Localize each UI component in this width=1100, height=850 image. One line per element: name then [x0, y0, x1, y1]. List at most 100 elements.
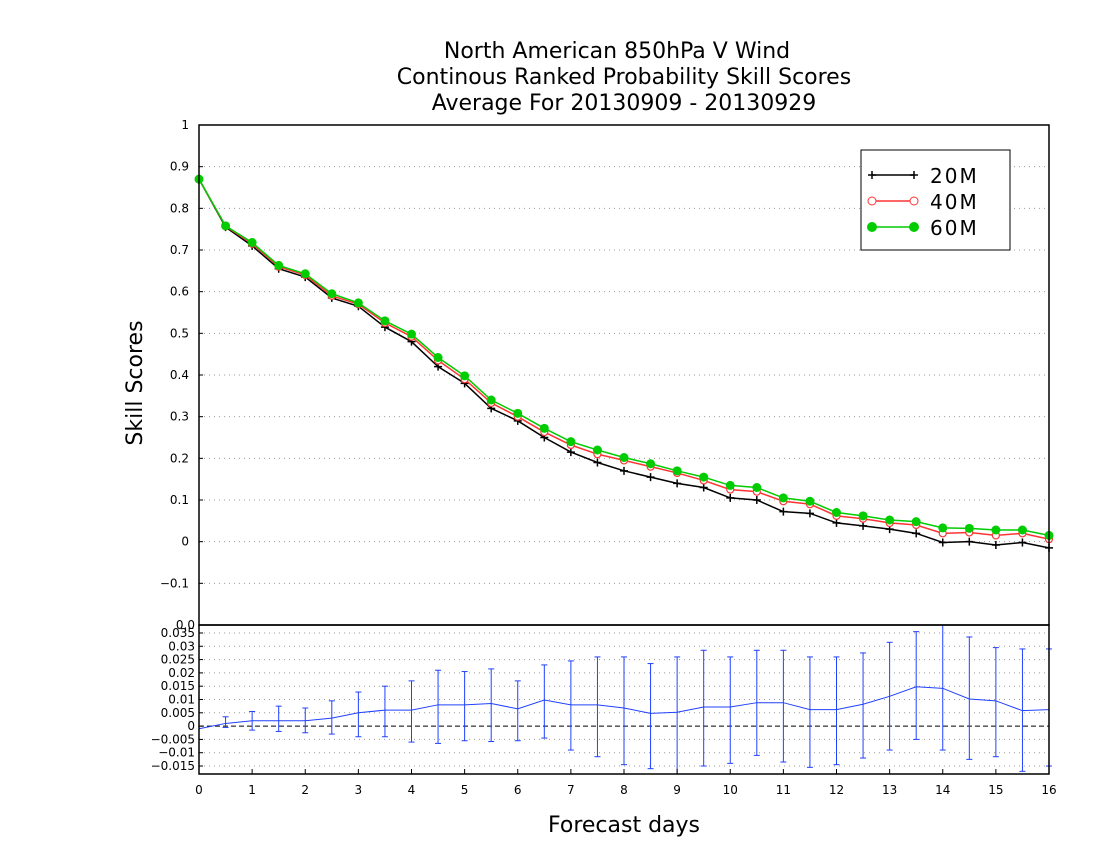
point-60M — [991, 525, 1001, 535]
x-tick-label: 9 — [673, 783, 681, 797]
point-60M — [539, 423, 549, 433]
diff-y-tick-label: −0.01 — [158, 746, 195, 760]
x-tick-label: 16 — [1041, 783, 1056, 797]
diff-y-tick-label: 0.0 — [176, 618, 195, 632]
point-20M — [938, 538, 947, 547]
point-60M — [805, 496, 815, 506]
point-20M — [566, 448, 575, 457]
point-60M — [646, 459, 656, 469]
main-y-tick-label: 0.4 — [170, 368, 189, 382]
point-20M — [965, 537, 974, 546]
chart-title-line-1: North American 850hPa V Wind — [444, 39, 790, 64]
point-60M — [353, 298, 363, 308]
x-tick-label: 3 — [355, 783, 363, 797]
legend-marker-40M — [909, 196, 919, 206]
x-tick-label: 15 — [988, 783, 1003, 797]
diff-y-tick-label: 0.02 — [168, 666, 195, 680]
main-y-tick-label: 0.8 — [170, 201, 189, 215]
x-tick-label: 8 — [620, 783, 628, 797]
point-60M — [1017, 525, 1027, 535]
main-y-tick-label: 0.5 — [170, 326, 189, 340]
diff-y-tick-label: 0.03 — [168, 639, 195, 653]
diff-y-tick-label: 0.035 — [161, 626, 195, 640]
point-60M — [327, 289, 337, 299]
legend-box — [860, 149, 1011, 251]
main-y-tick-label: 0.2 — [170, 451, 189, 465]
point-20M — [673, 479, 682, 488]
diff-y-tick-label: 0.005 — [161, 706, 195, 720]
point-20M — [832, 518, 841, 527]
x-tick-label: 7 — [567, 783, 575, 797]
x-tick-label: 0 — [195, 783, 203, 797]
point-20M — [805, 509, 814, 518]
point-20M — [726, 493, 735, 502]
legend-label-20M: 20M — [930, 164, 979, 188]
x-tick-label: 12 — [829, 783, 844, 797]
point-60M — [672, 466, 682, 476]
point-60M — [460, 371, 470, 381]
point-60M — [832, 508, 841, 517]
chart-title-line-3: Average For 20130909 - 20130929 — [432, 91, 817, 116]
point-60M — [407, 329, 416, 339]
x-tick-label: 10 — [723, 783, 738, 797]
main-y-tick-label: 0 — [181, 535, 189, 549]
point-60M — [300, 269, 310, 279]
legend-label-60M: 60M — [930, 216, 979, 240]
main-y-tick-label: 0.3 — [170, 410, 189, 424]
point-20M — [646, 473, 655, 482]
point-60M — [380, 316, 390, 326]
main-y-tick-label: −0.1 — [160, 576, 189, 590]
diff-y-tick-label: 0.01 — [168, 693, 195, 707]
point-60M — [911, 517, 921, 527]
legend-marker-60M — [867, 222, 877, 232]
x-tick-label: 6 — [514, 783, 522, 797]
chart-title-line-2: Continous Ranked Probability Skill Score… — [397, 65, 851, 90]
x-tick-label: 4 — [408, 783, 416, 797]
legend-marker-20M — [910, 171, 918, 179]
main-panel: −0.1 0 0.1 0.2 0.3 0.4 0.5 0.6 0.7 0.8 0.9 1 — [160, 118, 1054, 626]
x-axis-label: Forecast days — [548, 813, 700, 838]
point-60M — [274, 260, 284, 270]
point-60M — [513, 408, 523, 418]
x-tick-label: 1 — [248, 783, 256, 797]
main-y-tick-label: 0.1 — [170, 493, 189, 507]
diff-y-tick-label: −0.015 — [151, 759, 195, 773]
legend-label-40M: 40M — [930, 190, 979, 214]
main-y-tick-label: 1 — [181, 118, 189, 132]
diff-y-tick-label: −0.005 — [151, 732, 195, 746]
point-60M — [752, 483, 762, 492]
x-tick-label: 2 — [301, 783, 309, 797]
x-tick-label: 14 — [935, 783, 950, 797]
legend-marker-40M — [867, 196, 877, 206]
point-20M — [752, 496, 761, 504]
point-20M — [1018, 538, 1027, 547]
point-60M — [566, 437, 576, 447]
point-60M — [778, 493, 788, 503]
difference-line — [198, 686, 1050, 730]
point-20M — [699, 483, 708, 492]
x-tick-label: 13 — [882, 783, 897, 797]
point-60M — [247, 238, 257, 247]
diff-y-tick-label: 0.015 — [161, 679, 195, 693]
point-60M — [486, 395, 496, 405]
point-20M — [912, 529, 921, 538]
point-60M — [592, 445, 602, 455]
x-tick-label: 5 — [461, 783, 469, 797]
x-axis: 0 1 2 3 4 5 6 7 8 9 10 11 12 13 14 15 16 — [195, 769, 1057, 797]
point-60M — [619, 453, 629, 462]
main-y-tick-label: 0.7 — [170, 243, 189, 257]
legend-marker-60M — [909, 222, 919, 232]
difference-panel: −0.015−0.01−0.00500.0050.010.0150.020.02… — [151, 618, 1052, 775]
point-60M — [725, 480, 735, 490]
point-20M — [593, 458, 602, 467]
point-60M — [699, 472, 709, 482]
x-tick-label: 11 — [776, 783, 791, 797]
point-20M — [620, 466, 628, 475]
main-y-tick-label: 0.6 — [170, 285, 189, 299]
diff-y-tick-label: 0 — [187, 719, 195, 733]
point-60M — [221, 221, 231, 231]
point-60M — [964, 523, 974, 533]
legend-marker-20M — [868, 171, 876, 179]
point-60M — [858, 511, 868, 521]
